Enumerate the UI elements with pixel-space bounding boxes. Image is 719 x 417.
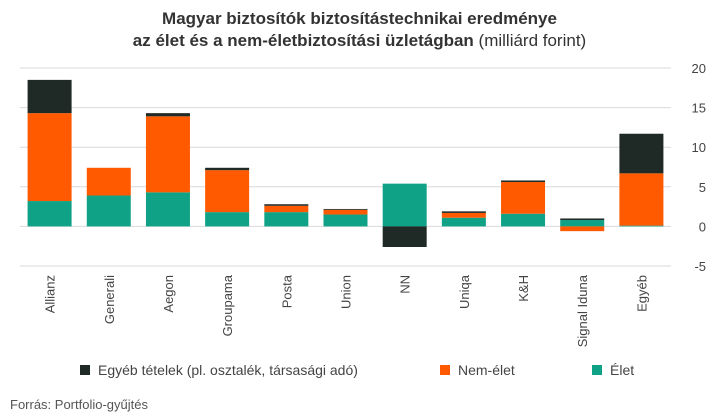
bar-segment: [205, 212, 250, 227]
bar-segment: [382, 226, 427, 247]
legend-label-egyeb: Egyéb tételek (pl. osztalék, társasági a…: [98, 362, 358, 378]
bar-segment: [560, 220, 605, 227]
bar-segment: [441, 212, 486, 218]
legend-item-egyeb: Egyéb tételek (pl. osztalék, társasági a…: [80, 362, 358, 378]
legend-label-elet: Élet: [610, 362, 635, 378]
bar-segment: [441, 211, 486, 213]
bar-segment: [86, 195, 131, 227]
bar-segment: [205, 170, 250, 213]
x-tick-label: Posta: [279, 274, 294, 308]
bar-segment: [501, 182, 546, 214]
legend-swatch-egyeb: [80, 365, 90, 375]
x-tick-label: Aegon: [161, 275, 176, 313]
chart-title: Magyar biztosítók biztosítástechnikai er…: [0, 8, 719, 52]
x-tick-label: Groupama: [220, 274, 235, 336]
x-tick-label: Egyéb: [634, 275, 649, 312]
bar-segment: [501, 213, 546, 227]
bar-segment: [323, 214, 368, 227]
legend-swatch-nemelet: [440, 365, 450, 375]
x-tick-label: Allianz: [43, 275, 58, 313]
stacked-bar-chart: -5 0 5 10 15 20 Allianz Generali Aegon Groupama Po…: [20, 61, 706, 347]
bar-segment: [145, 113, 190, 117]
legend-item-elet: Élet: [592, 362, 634, 378]
y-tick-label: 10: [692, 140, 706, 155]
bar-segment: [560, 218, 605, 221]
y-tick-label: 0: [699, 219, 706, 234]
bar-segment: [264, 205, 309, 213]
x-tick-label: NN: [398, 275, 413, 294]
title-line-1: Magyar biztosítók biztosítástechnikai er…: [162, 9, 557, 28]
bar-segment: [382, 183, 427, 227]
y-tick-label: 5: [699, 180, 706, 195]
x-tick-label: Signal Iduna: [575, 274, 590, 347]
bar-segment: [323, 209, 368, 215]
x-tick-label: Generali: [102, 275, 117, 324]
bar-segment: [619, 133, 664, 174]
bar-segment: [264, 212, 309, 227]
legend-item-nemelet: Nem-élet: [440, 362, 515, 378]
bar-segment: [145, 116, 190, 193]
y-tick-label: 20: [692, 61, 706, 76]
bar-segment: [27, 79, 72, 114]
bar-segment: [619, 225, 664, 227]
bar-segment: [145, 192, 190, 227]
bar-segment: [560, 226, 605, 232]
source-note: Forrás: Portfolio-gyűjtés: [10, 397, 148, 412]
legend-label-nemelet: Nem-élet: [458, 362, 515, 378]
bar-segment: [501, 180, 546, 183]
legend-swatch-elet: [592, 365, 602, 375]
title-line-2: az élet és a nem-életbiztosítási üzletág…: [132, 31, 474, 50]
bar-segment: [619, 173, 664, 226]
bar-segment: [86, 167, 131, 196]
bar-segment: [27, 113, 72, 202]
y-tick-label: 15: [692, 101, 706, 116]
bar-segment: [264, 204, 309, 206]
y-tick-label: -5: [694, 259, 706, 274]
bar-segment: [441, 217, 486, 227]
x-tick-label: Union: [339, 275, 354, 309]
x-tick-label: Uniqa: [457, 274, 472, 309]
bar-segment: [27, 201, 72, 227]
bar-segment: [323, 208, 368, 210]
title-unit: (milliárd forint): [473, 31, 587, 50]
x-tick-label: K&H: [516, 275, 531, 302]
bar-segment: [205, 167, 250, 171]
